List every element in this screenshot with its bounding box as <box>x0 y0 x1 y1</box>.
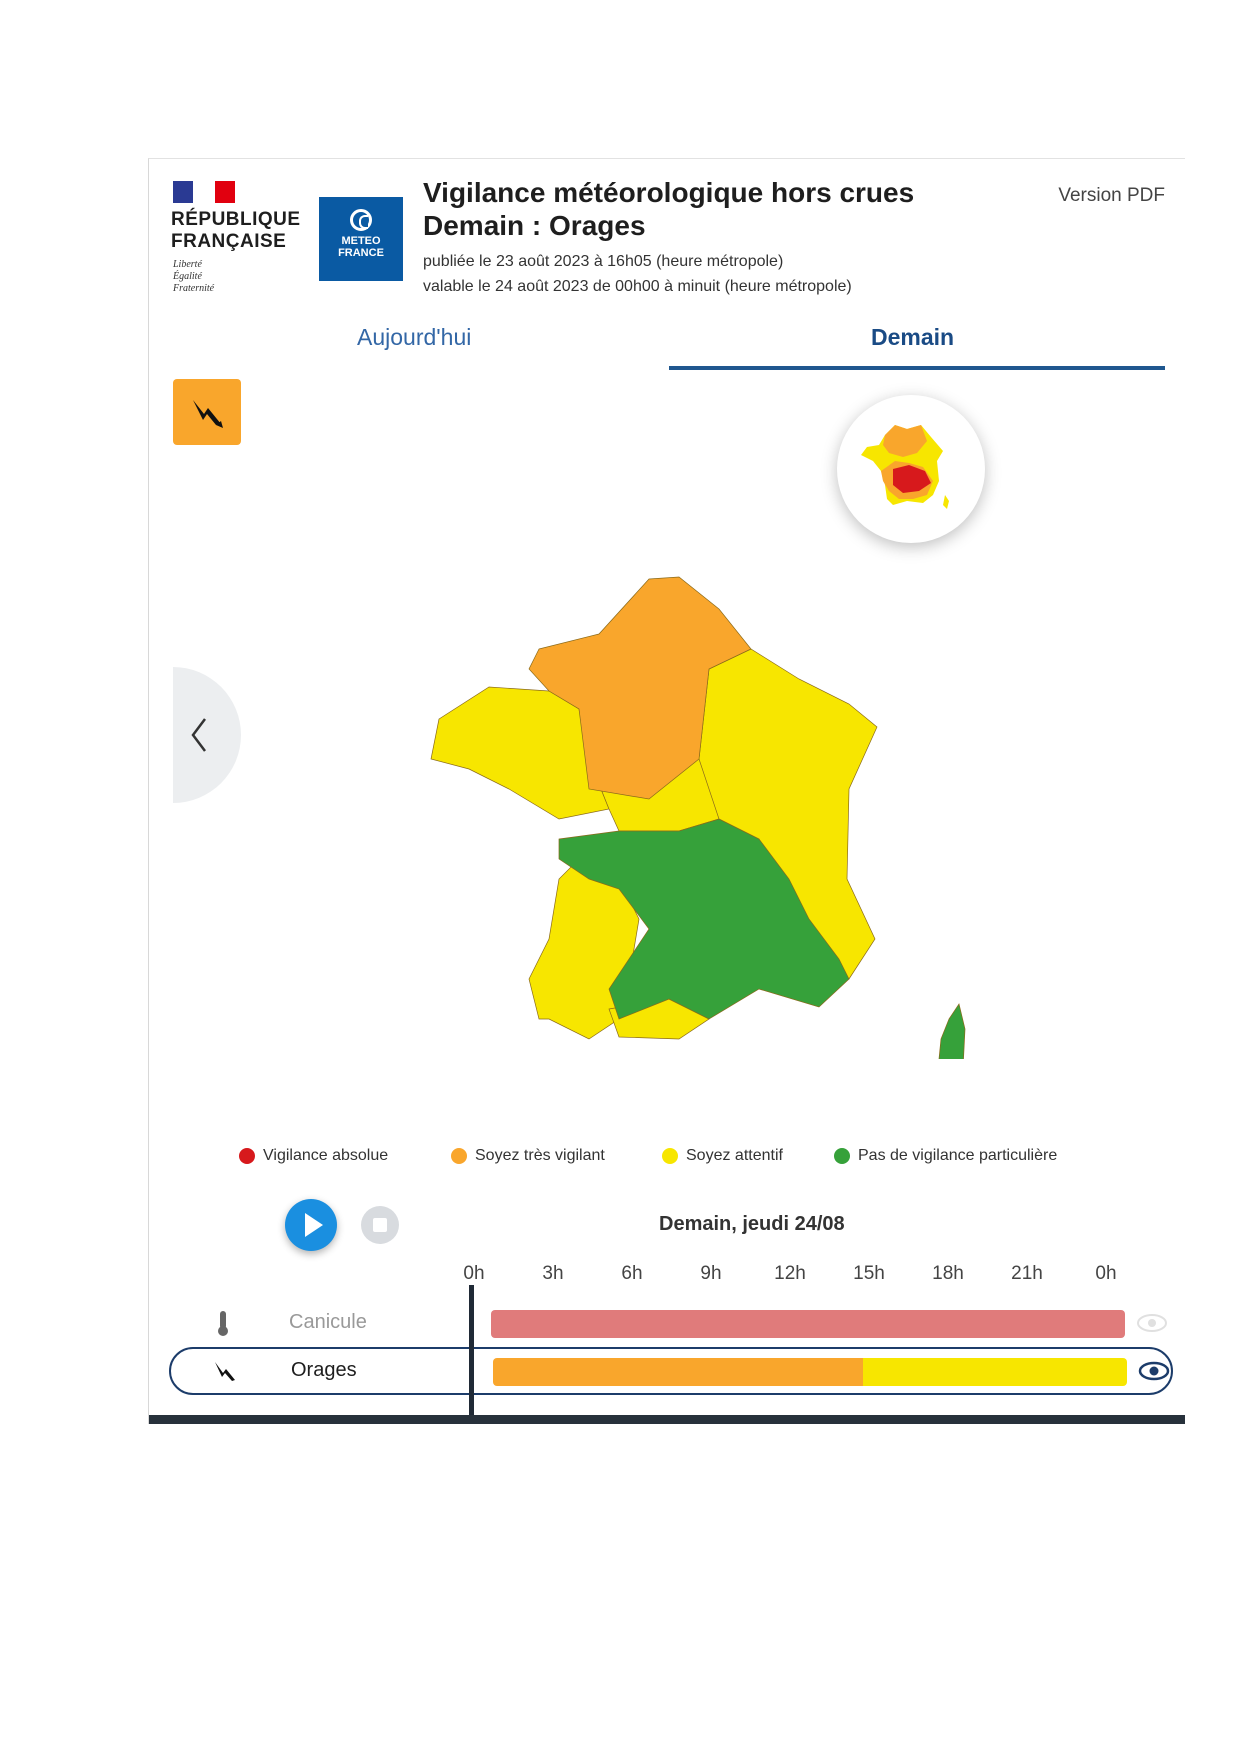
eye-off-icon[interactable] <box>1135 1311 1169 1335</box>
meteo-france-logo: METEO FRANCE <box>319 197 403 281</box>
card-bottom-bar <box>149 1415 1185 1424</box>
timeline-tick: 0h <box>1095 1263 1117 1284</box>
timeline-tick: 9h <box>700 1263 722 1284</box>
timeline-tick: 12h <box>774 1263 806 1284</box>
pdf-version-link[interactable]: Version PDF <box>1058 185 1165 206</box>
mini-france-map <box>861 425 949 509</box>
vigilance-segment <box>493 1358 863 1386</box>
page-subtitle: Demain : Orages <box>423 210 646 241</box>
legend-green-dot <box>834 1148 850 1164</box>
vigilance-card: RÉPUBLIQUE FRANÇAISE Liberté Égalité Fra… <box>148 158 1185 1424</box>
tab-tomorrow[interactable]: Demain <box>871 324 955 350</box>
legend-red-dot <box>239 1148 255 1164</box>
stop-button[interactable] <box>361 1206 399 1244</box>
region-green-center <box>558 818 850 1020</box>
tab-today[interactable]: Aujourd'hui <box>357 324 472 350</box>
region-green-corsica <box>938 1003 966 1059</box>
legend-item-absolue: Vigilance absolue <box>239 1147 388 1165</box>
current-time-cursor[interactable] <box>469 1285 474 1424</box>
france-vigilance-map <box>430 576 966 1059</box>
timeline-row-orages[interactable]: Orages <box>169 1347 1173 1395</box>
row-label-canicule: Canicule <box>289 1311 367 1333</box>
republique-motto: Liberté Égalité Fraternité <box>173 259 215 294</box>
timeline-tick: 0h <box>463 1263 485 1284</box>
row-label-orages: Orages <box>291 1359 357 1381</box>
chevron-left-icon <box>191 718 206 752</box>
active-tab-indicator <box>669 366 1165 370</box>
canicule-vigilance-bar <box>491 1310 1125 1338</box>
lightning-icon <box>215 1362 235 1381</box>
validity-date: valable le 24 août 2023 de 00h00 à minui… <box>423 278 852 295</box>
published-date: publiée le 23 août 2023 à 16h05 (heure m… <box>423 253 784 270</box>
region-orange-north <box>528 576 752 800</box>
orages-vigilance-bar <box>493 1358 1127 1386</box>
play-button[interactable] <box>285 1199 337 1251</box>
lightning-icon <box>193 400 223 428</box>
timeline-row-canicule[interactable]: Canicule <box>169 1301 1169 1345</box>
page-title: Vigilance météorologique hors crues <box>423 177 915 208</box>
timeline-tick: 18h <box>932 1263 964 1284</box>
republique-francaise-logo: RÉPUBLIQUE FRANÇAISE <box>171 209 301 252</box>
thermometer-icon <box>218 1311 228 1336</box>
meteo-france-icon <box>350 209 372 231</box>
timeline-tick: 15h <box>853 1263 885 1284</box>
legend-item-pas-de-vigilance: Pas de vigilance particulière <box>834 1147 1057 1165</box>
previous-button[interactable] <box>173 667 241 803</box>
timeline-tick: 21h <box>1011 1263 1043 1284</box>
legend-item-tres-vigilant: Soyez très vigilant <box>451 1147 605 1165</box>
vigilance-segment <box>491 1310 1125 1338</box>
legend-item-attentif: Soyez attentif <box>662 1147 783 1165</box>
legend-yellow-dot <box>662 1148 678 1164</box>
vigilance-segment <box>862 1358 1127 1386</box>
timeline-tick: 6h <box>621 1263 643 1284</box>
french-flag-logo <box>173 181 235 203</box>
eye-icon[interactable] <box>1137 1359 1171 1383</box>
timeline-tick: 3h <box>542 1263 564 1284</box>
mini-map-all-phenomena[interactable] <box>837 395 985 543</box>
timeline-date-label: Demain, jeudi 24/08 <box>659 1213 845 1235</box>
storm-phenomenon-badge[interactable] <box>173 379 241 445</box>
legend-orange-dot <box>451 1148 467 1164</box>
